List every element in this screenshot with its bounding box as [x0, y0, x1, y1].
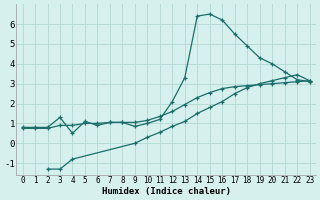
X-axis label: Humidex (Indice chaleur): Humidex (Indice chaleur)	[101, 187, 231, 196]
